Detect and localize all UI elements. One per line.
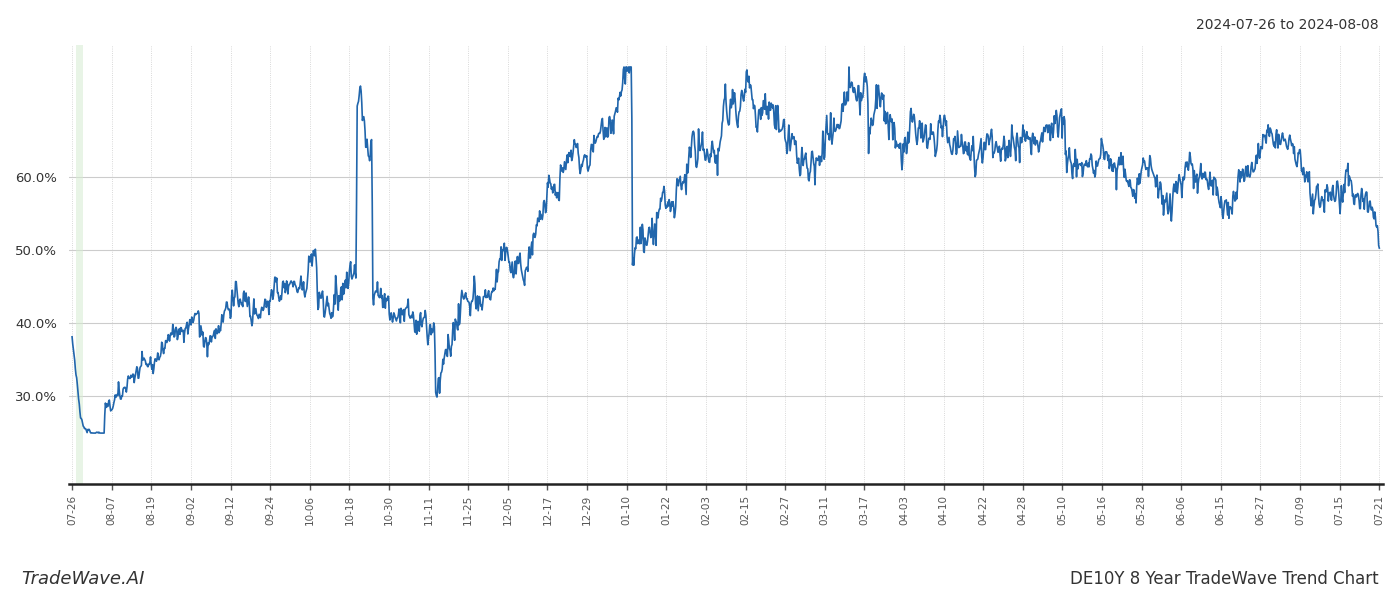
Text: 2024-07-26 to 2024-08-08: 2024-07-26 to 2024-08-08 <box>1197 18 1379 32</box>
Text: DE10Y 8 Year TradeWave Trend Chart: DE10Y 8 Year TradeWave Trend Chart <box>1071 570 1379 588</box>
Bar <box>76 45 83 484</box>
Text: TradeWave.AI: TradeWave.AI <box>21 570 144 588</box>
